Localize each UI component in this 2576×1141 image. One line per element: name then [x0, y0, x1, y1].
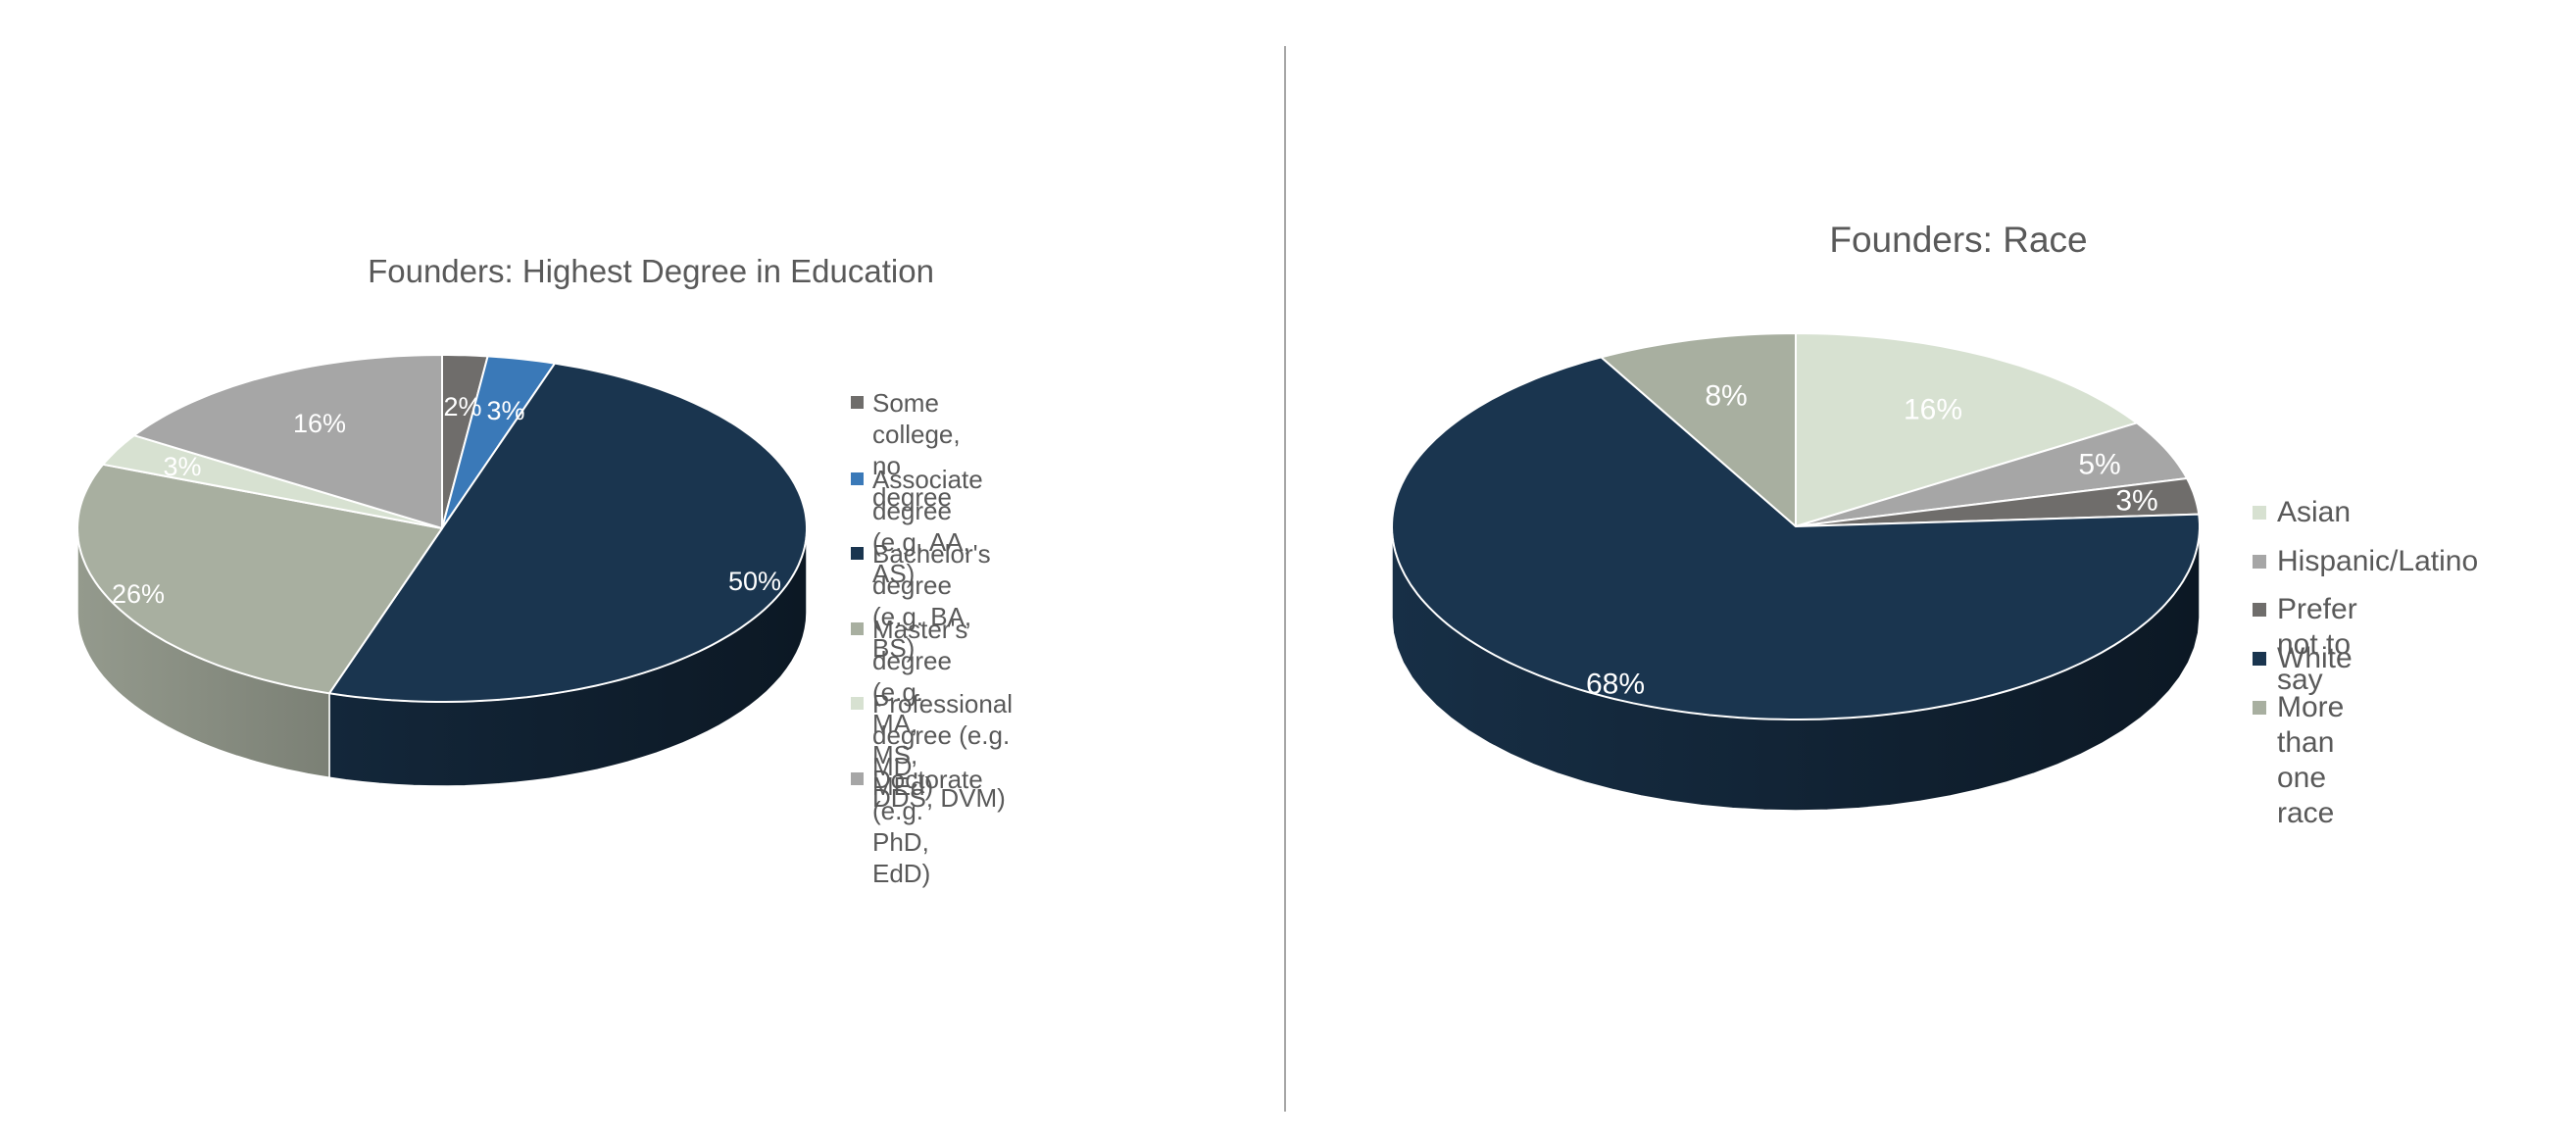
legend-item-hispanic-latino: Hispanic/Latino: [2253, 544, 2478, 579]
education-pie-chart: 2% 3%50%26%3%16%: [76, 354, 808, 787]
legend-label: Associate degree (e.g. AA, AS): [872, 465, 983, 588]
legend-swatch: [2253, 652, 2266, 666]
legend-label: Some college, no degree: [872, 388, 961, 512]
legend-item-white: White: [2253, 641, 2353, 676]
legend-label: More than one race: [2277, 691, 2345, 829]
data-label: 68%: [1586, 669, 1645, 701]
data-label: 8%: [1705, 380, 1747, 413]
pie-slice-1[interactable]: [441, 355, 556, 529]
legend-item-prefer-not-to-say: Prefer not to say: [2253, 592, 2357, 698]
legend-label: Prefer not to say: [2277, 593, 2357, 696]
panel-divider: [1284, 46, 1286, 1112]
data-label: 5%: [2078, 449, 2120, 481]
data-label: 26%: [112, 579, 165, 609]
data-label: 16%: [1904, 394, 1962, 426]
pie-slice-4[interactable]: [1600, 332, 1797, 527]
legend-swatch: [851, 396, 864, 409]
legend-item-some-college: Some college, no degree: [851, 387, 961, 513]
pie-slice-0[interactable]: [1795, 332, 2138, 527]
chart-title: Founders: Race: [1829, 220, 2088, 260]
race-pie-chart: 16% 5% 3% 68% 8%: [1391, 332, 2201, 812]
legend-item-professional: Professional degree (e.g. MD, DDS, DVM): [851, 688, 1013, 814]
legend-label: Professional degree (e.g. MD, DDS, DVM): [872, 689, 1014, 813]
data-label: 3%: [486, 396, 524, 425]
legend-item-associate: Associate degree (e.g. AA, AS): [851, 464, 983, 589]
pie-slice-2[interactable]: [328, 362, 808, 703]
legend-item-asian: Asian: [2253, 495, 2351, 530]
legend-item-doctorate: Doctorate (e.g. PhD, EdD): [851, 764, 983, 889]
legend-swatch: [851, 697, 864, 710]
legend-swatch: [851, 772, 864, 785]
legend-swatch: [2253, 555, 2266, 569]
legend-swatch: [2253, 603, 2266, 617]
data-label: 3%: [163, 452, 201, 481]
legend-label: Hispanic/Latino: [2277, 545, 2479, 577]
chart-title: Founders: Highest Degree in Education: [368, 253, 934, 289]
legend-item-more-than-one-race: More than one race: [2253, 690, 2344, 831]
education-chart-panel: Founders: Highest Degree in Education 2%…: [0, 0, 1284, 1141]
legend-swatch: [851, 547, 864, 560]
legend-swatch: [2253, 506, 2266, 520]
legend-swatch: [851, 622, 864, 635]
data-label: 50%: [728, 567, 781, 596]
race-chart-panel: Founders: Race 16% 5% 3% 68% 8% Asian Hispan…: [1286, 0, 2576, 1141]
legend-label: White: [2277, 642, 2353, 674]
legend-swatch: [851, 472, 864, 485]
legend-label: Master's degree (e.g. MA, MS, MEd): [872, 615, 968, 801]
pie-slice-1[interactable]: [1795, 422, 2189, 527]
legend-swatch: [2253, 701, 2266, 715]
data-label: 16%: [293, 409, 346, 438]
legend-label: Doctorate (e.g. PhD, EdD): [872, 765, 983, 888]
pie-slice-3[interactable]: [1391, 356, 2201, 720]
pie-slice-3[interactable]: [76, 463, 443, 695]
data-label: 3%: [2115, 485, 2157, 518]
legend-label: Asian: [2277, 496, 2352, 528]
pie-slice-4[interactable]: [102, 434, 443, 529]
legend-label: Bachelor's degree (e.g. BA, BS): [872, 539, 991, 663]
legend-item-bachelor: Bachelor's degree (e.g. BA, BS): [851, 538, 991, 664]
data-label: 2%: [443, 392, 481, 422]
pie-slice-2[interactable]: [1795, 477, 2201, 527]
pie-slice-5[interactable]: [132, 354, 443, 529]
legend-item-master: Master's degree (e.g. MA, MS, MEd): [851, 614, 967, 802]
